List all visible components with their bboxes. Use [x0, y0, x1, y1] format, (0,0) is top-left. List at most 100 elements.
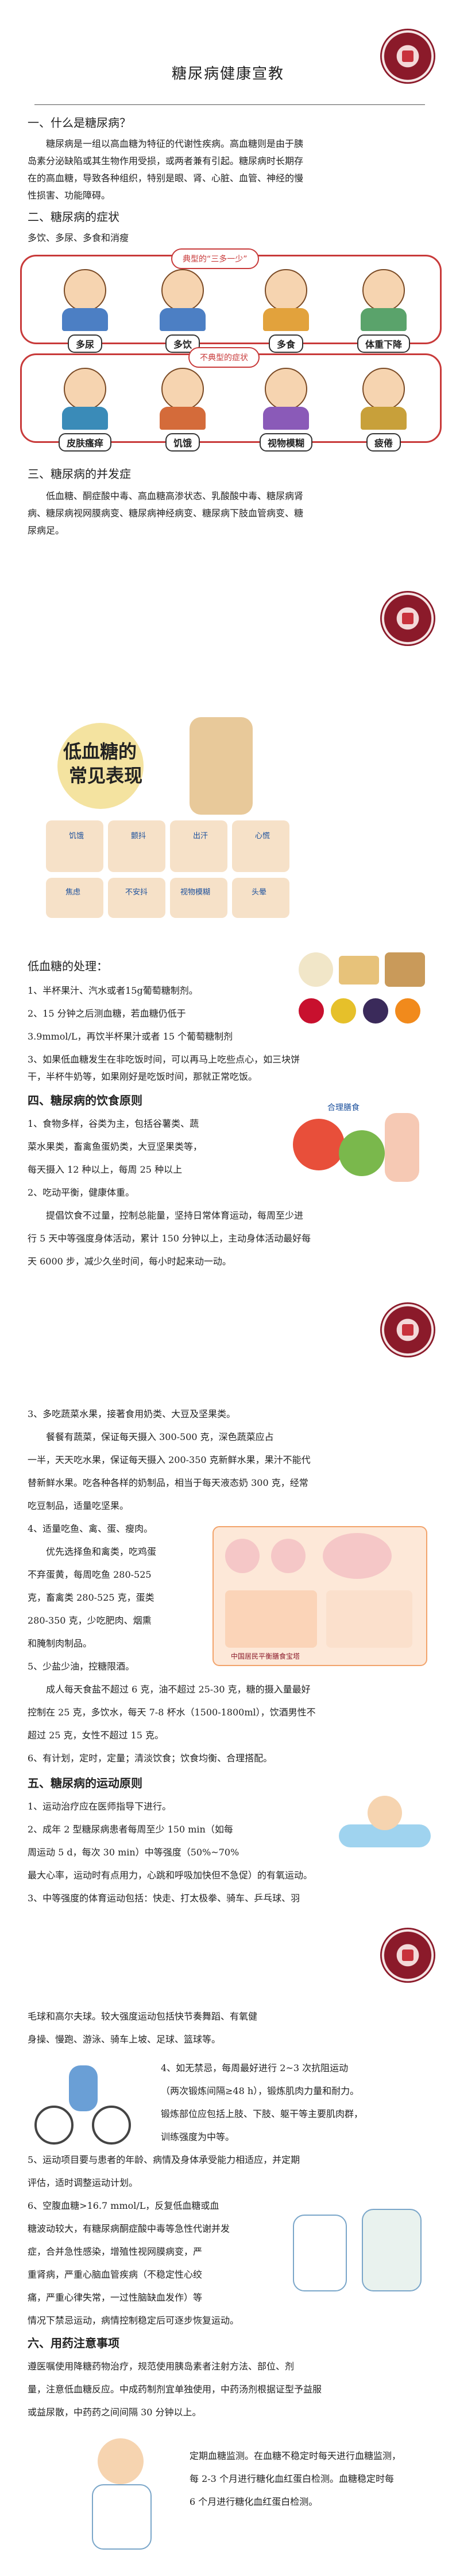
bread-icon [385, 952, 425, 987]
person-icon [161, 269, 204, 312]
s5-item5-2: 评估，适时调整运动计划。 [28, 2177, 138, 2188]
poster-title-1: 低血糖的 [63, 741, 137, 762]
sign-label: 焦虑 [65, 888, 81, 897]
s5-item4-3: 锻炼部位应包括上肢、下肢、躯干等主要肌肉群， [161, 2108, 364, 2119]
doctor-illustration [287, 2197, 431, 2301]
s4-line-1: 1、食物多样，谷类为主，包括谷薯类、蔬 [28, 1118, 199, 1129]
hypo-line-2: 2、15 分钟之后测血糖，若血糖仍低于 [28, 1008, 186, 1019]
hypoglycemia-poster: 低血糖的 常见表现 饥饿 颤抖 出汗 心慌 焦虑 不安抖 视物模糊 头晕 [46, 717, 289, 924]
s5-item6-3: 症，合并急性感染，增殖性视网膜病变，严 [28, 2246, 203, 2257]
s3-line-3: 尿病足。 [28, 525, 65, 536]
poster-caption: 合理膳食 [327, 1103, 360, 1112]
symptom-summary: 多饮、多尿、多食和消瘦 [28, 232, 129, 243]
section-1-heading: 一、什么是糖尿病？ [28, 116, 131, 130]
s5-line-3: 周运动 5 d，每次 30 min）中等强度（50%~70% [28, 1847, 239, 1858]
s4-cont-3: 一半，天天吃水果，保证每天摄入 200-350 克新鲜水果，果汁不能代 [28, 1454, 311, 1465]
sign-image [46, 820, 103, 872]
person-icon [64, 368, 106, 410]
s5-item4-2: （两次锻炼间隔≥48 h），锻炼肌肉力量和耐力。 [161, 2085, 360, 2096]
nurse-head-icon [98, 2438, 144, 2484]
section-4-heading: 四、糖尿病的饮食原则 [28, 1094, 142, 1107]
s4-line-4: 2、吃动平衡，健康体重。 [28, 1187, 135, 1198]
symptom-blurred-vision: 视物模糊 [246, 368, 326, 452]
cyclist-illustration [34, 2060, 132, 2145]
section-5-heading: 五、糖尿病的运动原则 [28, 1776, 142, 1790]
person-body-icon [160, 308, 206, 331]
grape-icon [363, 998, 388, 1024]
s4-cont-2: 餐餐有蔬菜，保证每天摄入 300-500 克，深色蔬菜应占 [46, 1431, 274, 1442]
s1-line-1: 糖尿病是一组以高血糖为特征的代谢性疾病。高血糖则是由于胰 [46, 138, 304, 149]
sign-label: 视物模糊 [180, 888, 211, 897]
s4-cont-12: 5、少盐少油，控糖限酒。 [28, 1661, 135, 1672]
s5-item4-4: 训练强度为中等。 [161, 2131, 235, 2142]
symptom-label: 多食 [268, 334, 303, 353]
symptom-itching: 皮肤瘙痒 [45, 368, 125, 452]
sign-image [170, 878, 227, 918]
s5-item6-4: 重肾病，严重心脑血管疾病（不稳定性心绞 [28, 2269, 203, 2280]
s6-monitor-2: 每 2-3 个月进行糖化血红蛋白检测。血糖稳定时每 [190, 2473, 394, 2484]
apple-icon [299, 998, 324, 1024]
sign-label: 出汗 [193, 832, 208, 840]
s5-item5-1: 5、运动项目要与患者的年龄、病情及身体承受能力相适应，并定期 [28, 2154, 300, 2165]
orange-icon [395, 998, 420, 1024]
s4-line-2: 菜水果类，畜禽鱼蛋奶类，大豆坚果类等， [28, 1141, 203, 1152]
s6-monitor-1: 定期血糖监测。在血糖不稳定时每天进行血糖监测， [190, 2450, 401, 2461]
s1-line-2: 岛素分泌缺陷或其生物作用受损，或两者兼有引起。糖尿病时长期存 [28, 155, 304, 166]
hospital-seal-icon [380, 29, 435, 84]
person-body-icon [263, 308, 309, 331]
symptom-label: 多饮 [165, 334, 200, 353]
person-icon [190, 717, 253, 815]
s5-item6-1: 6、空腹血糖>16.7 mmol/L，反复低血糖或血 [28, 2200, 219, 2211]
pagoda-label: 中国居民平衡膳食宝塔 [231, 1652, 300, 1660]
symptom-fatigue: 疲倦 [343, 368, 424, 452]
s4-para-2: 行 5 天中等强度身体活动，累计 150 分钟以上，主动身体活动最好每 [28, 1233, 311, 1244]
sign-image [108, 878, 165, 918]
pagoda-icon [225, 1590, 317, 1648]
hypo-line-1: 1、半杯果汁、汽水或者15g葡萄糖制剂。 [28, 985, 198, 996]
hypo-line-4: 3、如果低血糖发生在非吃饭时间，可以再马上吃些点心，如三块饼 [28, 1054, 300, 1065]
person-icon [362, 269, 405, 312]
person-icon [385, 1113, 419, 1182]
s5-item6-2: 糖波动较大，有糖尿病酮症酸中毒等急性代谢并发 [28, 2223, 230, 2234]
hospital-seal-icon [380, 1302, 435, 1357]
swimmer-illustration [339, 1784, 431, 1859]
symptom-weight-loss: 体重下降 [343, 269, 424, 353]
page-title: 糖尿病健康宣教 [171, 65, 284, 83]
s4-cont-1: 3、多吃蔬菜水果，接著食用奶类、大豆及坚果类。 [28, 1408, 236, 1419]
symptom-label: 疲倦 [366, 433, 401, 452]
hospital-seal-icon [380, 591, 435, 646]
s5-line-5: 3、中等强度的体育运动包括：快走、打太极拳、骑车、乒乓球、羽 [28, 1893, 300, 1904]
s4-cont-5: 吃豆制品，适量吃坚果。 [28, 1500, 129, 1511]
divider [34, 104, 425, 105]
s4-cont-11: 和腌制肉制品。 [28, 1638, 92, 1649]
s5-line-6: 毛球和高尔夫球。较大强度运动包括快节奏舞蹈、有氧健 [28, 2011, 258, 2022]
symptom-polyuria: 多尿 [45, 269, 125, 353]
exercise-icon [326, 1590, 412, 1648]
food-pagoda-chart: 中国居民平衡膳食宝塔 [212, 1526, 427, 1666]
symptom-polyphagia: 多食 [246, 269, 326, 353]
person-body-icon [263, 407, 309, 430]
s5-line-1: 1、运动治疗应在医师指导下进行。 [28, 1801, 172, 1812]
s5-line-4: 最大心率，运动时有点用力，心跳和呼吸加快但不急促）的有氧运动。 [28, 1870, 313, 1881]
balanced-diet-poster: 合理膳食 [287, 1102, 431, 1188]
s4-line-3: 每天摄入 12 种以上，每周 25 种以上 [28, 1164, 183, 1175]
sign-image [232, 878, 289, 918]
person-icon [69, 2065, 98, 2111]
sign-label: 心慌 [255, 832, 270, 840]
symptom-label: 皮肤瘙痒 [58, 433, 111, 452]
bike-wheel-icon [34, 2106, 74, 2145]
person-icon [265, 368, 307, 410]
s4-cont-15: 超过 25 克，女性不超过 15 克。 [28, 1730, 164, 1741]
s4-cont-16: 6、有计划，定时，定量；清淡饮食；饮食均衡、合理搭配。 [28, 1753, 273, 1764]
symptom-polydipsia: 多饮 [142, 269, 223, 353]
poster-title-2: 常见表现 [69, 765, 143, 787]
person-body-icon [361, 308, 407, 331]
sign-image [232, 820, 289, 872]
s5-item4-1: 4、如无禁忌，每周最好进行 2~3 次抗阻运动 [161, 2063, 349, 2073]
s6-line-1: 遵医嘱使用降糖药物治疗，规范使用胰岛素者注射方法、部位、剂 [28, 2361, 295, 2372]
section-3-heading: 三、糖尿病的并发症 [28, 467, 131, 481]
sign-label: 不安抖 [125, 888, 148, 897]
s5-line-7: 身操、慢跑、游泳、骑车上坡、足球、篮球等。 [28, 2034, 221, 2045]
s4-cont-14: 控制在 25 克，多饮水，每天 7-8 杯水（1500-1800ml），饮酒男性… [28, 1707, 316, 1718]
symptom-label: 视物模糊 [259, 433, 312, 452]
